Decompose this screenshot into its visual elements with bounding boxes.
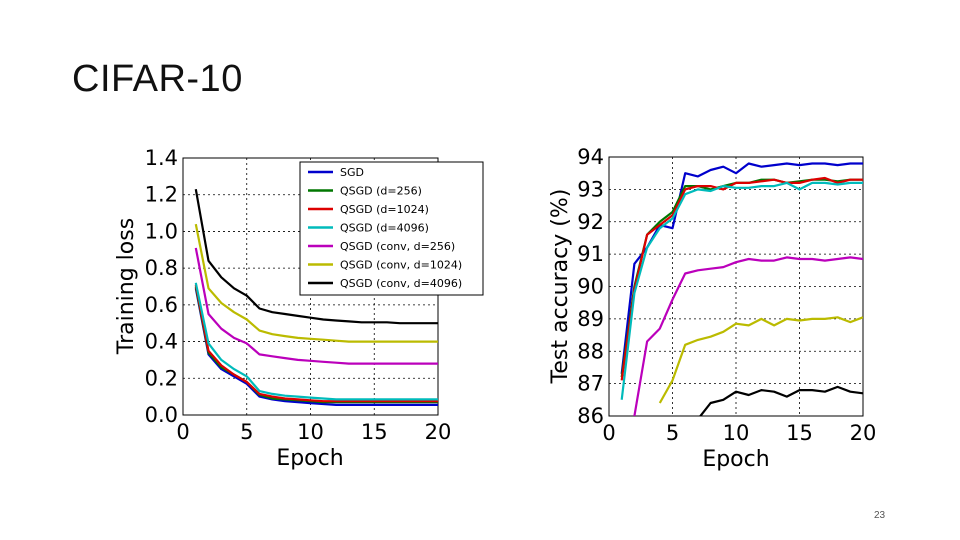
left-xtick-label: 5 [240,420,253,444]
left-xtick-label: 15 [361,420,388,444]
training-loss-chart: 0 5 10 15 20 0.0 0.2 0.4 0.6 0.8 1.0 1.2 1.4 Epoch T… [114,146,484,471]
left-xtick-label: 0 [176,420,189,444]
training-loss-ylabel: Training loss [114,218,139,355]
left-series-line-6 [194,189,438,325]
left-series-line-5 [194,223,438,343]
legend-entry: QSGD (conv, d=256) [340,240,455,253]
right-series-line-3 [620,181,863,400]
left-series-line-2 [194,284,438,403]
left-ytick-label: 1.2 [145,183,178,207]
legend-entry: QSGD (conv, d=1024) [340,259,462,272]
training-loss-xlabel: Epoch [276,446,343,471]
right-xtick-label: 0 [602,421,615,445]
right-ytick-label: 94 [577,145,604,169]
right-xtick-label: 20 [850,421,877,445]
legend-entry: QSGD (d=256) [340,185,422,198]
right-ytick-label: 88 [577,339,604,363]
right-ytick-label: 90 [577,275,604,299]
right-ytick-label: 91 [577,242,604,266]
right-xtick-label: 15 [786,421,813,445]
test-accuracy-xlabel: Epoch [702,447,769,472]
right-series-line-4 [633,256,863,416]
legend-entry: QSGD (d=1024) [340,203,429,216]
right-xtick-label: 5 [666,421,679,445]
left-series-line-4 [194,247,438,365]
legend-entry: QSGD (conv, d=4096) [340,277,462,290]
right-series-line-2 [620,176,863,381]
right-ytick-label: 87 [577,372,604,396]
left-ytick-label: 0.8 [145,256,178,280]
right-xtick-label: 10 [723,421,750,445]
left-series-line-0 [194,288,438,406]
left-ytick-label: 0.4 [145,330,178,354]
left-xtick-label: 20 [425,420,452,444]
right-ytick-label: 86 [577,404,604,428]
test-accuracy-ylabel: Test accuracy (%) [548,189,573,385]
left-ytick-label: 0.6 [145,293,178,317]
left-ytick-label: 1.4 [145,146,178,170]
right-ytick-label: 92 [577,210,604,234]
left-ytick-label: 0.0 [145,403,178,427]
left-series-line-3 [194,282,438,401]
right-series-line-6 [699,385,863,416]
left-ytick-label: 1.0 [145,219,178,243]
right-ytick-label: 93 [577,177,604,201]
test-accuracy-chart: 0 5 10 15 20 86 87 88 89 90 91 92 93 94 Epoch Test ac… [548,145,876,472]
slide-title: CIFAR-10 [72,58,243,100]
legend-entry: SGD [340,166,364,179]
right-ytick-label: 89 [577,307,604,331]
left-xtick-label: 10 [297,420,324,444]
page-number: 23 [874,510,886,521]
legend-entry: QSGD (d=4096) [340,222,429,235]
left-ytick-label: 0.2 [145,366,178,390]
legend: SGD QSGD (d=256) QSGD (d=1024) QSGD (d=4096… [299,161,484,296]
right-series-line-5 [658,316,863,404]
